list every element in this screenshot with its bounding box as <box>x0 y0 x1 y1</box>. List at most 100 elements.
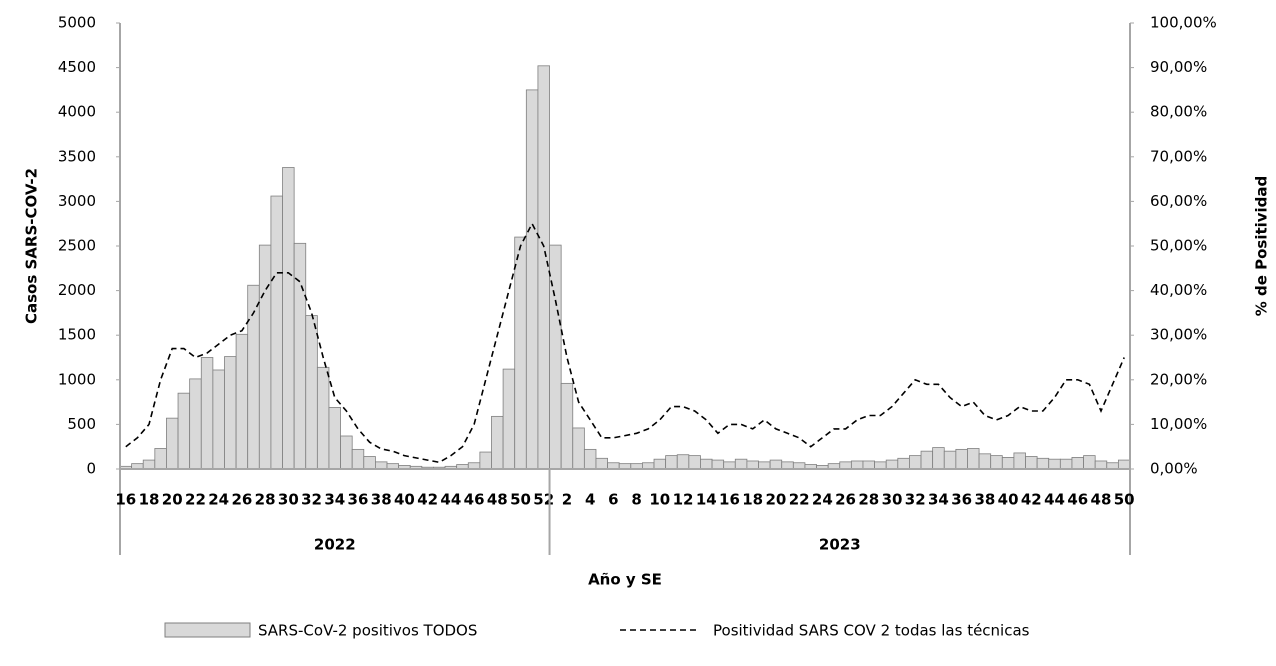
y-tick-label: 3000 <box>58 192 96 210</box>
bar <box>1059 458 1073 470</box>
x-tick-label: 34 <box>324 491 345 509</box>
bar <box>235 333 249 470</box>
legend-label: SARS-CoV-2 positivos TODOS <box>258 622 477 640</box>
x-tick-label: 6 <box>608 491 618 509</box>
bar <box>920 450 934 470</box>
bar <box>166 417 179 470</box>
y2-axis-title: % de Positividad <box>1253 176 1271 317</box>
x-tick-label: 44 <box>440 491 461 509</box>
bar <box>676 454 690 470</box>
y2-tick-label: 0,00% <box>1150 460 1198 478</box>
bar <box>653 458 667 470</box>
bar <box>258 244 272 470</box>
x-axis-title: Año y SE <box>588 571 662 589</box>
bar <box>1001 457 1015 470</box>
bar <box>595 457 608 470</box>
bar <box>537 65 550 470</box>
y2-tick-label: 20,00% <box>1150 370 1207 388</box>
x-tick-label: 46 <box>1067 491 1088 509</box>
bar <box>781 461 794 470</box>
x-tick-label: 48 <box>487 491 508 509</box>
bar <box>967 448 980 470</box>
x-tick-label: 26 <box>231 491 252 509</box>
bar <box>351 448 365 470</box>
y-tick-label: 4500 <box>58 58 96 76</box>
bar <box>293 242 307 470</box>
bar <box>978 453 992 470</box>
x-tick-label: 24 <box>208 491 229 509</box>
bar <box>1013 452 1026 470</box>
bar <box>514 236 527 470</box>
x-tick-label: 12 <box>673 491 694 509</box>
y2-tick-label: 10,00% <box>1150 415 1207 433</box>
bar <box>502 368 516 470</box>
bar <box>665 455 678 470</box>
legend-label: Positividad SARS COV 2 todas las técnica… <box>713 622 1030 640</box>
bar <box>270 195 283 470</box>
y2-tick-label: 30,00% <box>1150 326 1207 344</box>
x-tick-label: 38 <box>974 491 995 509</box>
x-tick-label: 36 <box>348 491 369 509</box>
y-tick-label: 4000 <box>58 103 96 121</box>
bar <box>688 455 701 470</box>
x-tick-label: 42 <box>417 491 438 509</box>
bar <box>525 89 539 470</box>
bar <box>189 378 202 470</box>
y2-tick-label: 80,00% <box>1150 103 1207 121</box>
bar <box>305 315 318 470</box>
bar <box>909 455 922 470</box>
bar <box>1117 459 1131 470</box>
x-tick-label: 50 <box>510 491 531 509</box>
y2-tick-label: 100,00% <box>1150 14 1217 32</box>
x-tick-label: 44 <box>1044 491 1065 509</box>
x-tick-label: 30 <box>278 491 299 509</box>
bar <box>177 392 191 470</box>
x-tick-label: 36 <box>951 491 972 509</box>
bar <box>955 448 968 470</box>
bar <box>990 455 1003 470</box>
group-label: 2023 <box>819 536 861 554</box>
bar <box>549 244 562 470</box>
x-tick-label: 32 <box>301 491 322 509</box>
bar <box>282 167 295 470</box>
bar <box>746 460 759 470</box>
bar <box>1036 457 1050 470</box>
legend-swatch <box>164 622 251 638</box>
bar <box>583 448 597 470</box>
bar <box>1083 455 1096 470</box>
x-tick-label: 20 <box>162 491 183 509</box>
bar <box>1094 460 1108 470</box>
bar <box>212 369 225 470</box>
bar <box>700 458 713 470</box>
bar <box>328 407 341 470</box>
bar <box>850 460 864 470</box>
bar <box>224 356 237 470</box>
bar <box>316 366 330 470</box>
bar <box>711 459 725 470</box>
bar <box>200 357 214 470</box>
y-tick-label: 5000 <box>58 14 96 32</box>
y2-tick-label: 40,00% <box>1150 281 1207 299</box>
bar <box>375 461 388 470</box>
x-tick-label: 50 <box>1114 491 1135 509</box>
x-tick-label: 16 <box>115 491 136 509</box>
x-tick-label: 42 <box>1021 491 1042 509</box>
x-tick-label: 18 <box>139 491 160 509</box>
y-tick-label: 0 <box>86 460 96 478</box>
x-tick-label: 18 <box>742 491 763 509</box>
y-tick-label: 2000 <box>58 281 96 299</box>
x-tick-label: 22 <box>789 491 810 509</box>
y2-tick-label: 60,00% <box>1150 192 1207 210</box>
bar <box>560 382 574 470</box>
bar <box>758 461 771 470</box>
y-tick-label: 2500 <box>58 237 96 255</box>
x-tick-label: 40 <box>998 491 1019 509</box>
x-tick-label: 26 <box>835 491 856 509</box>
x-tick-label: 38 <box>371 491 392 509</box>
bar <box>363 456 376 470</box>
y2-tick-label: 50,00% <box>1150 237 1207 255</box>
x-tick-label: 14 <box>696 491 717 509</box>
y-tick-label: 3500 <box>58 147 96 165</box>
